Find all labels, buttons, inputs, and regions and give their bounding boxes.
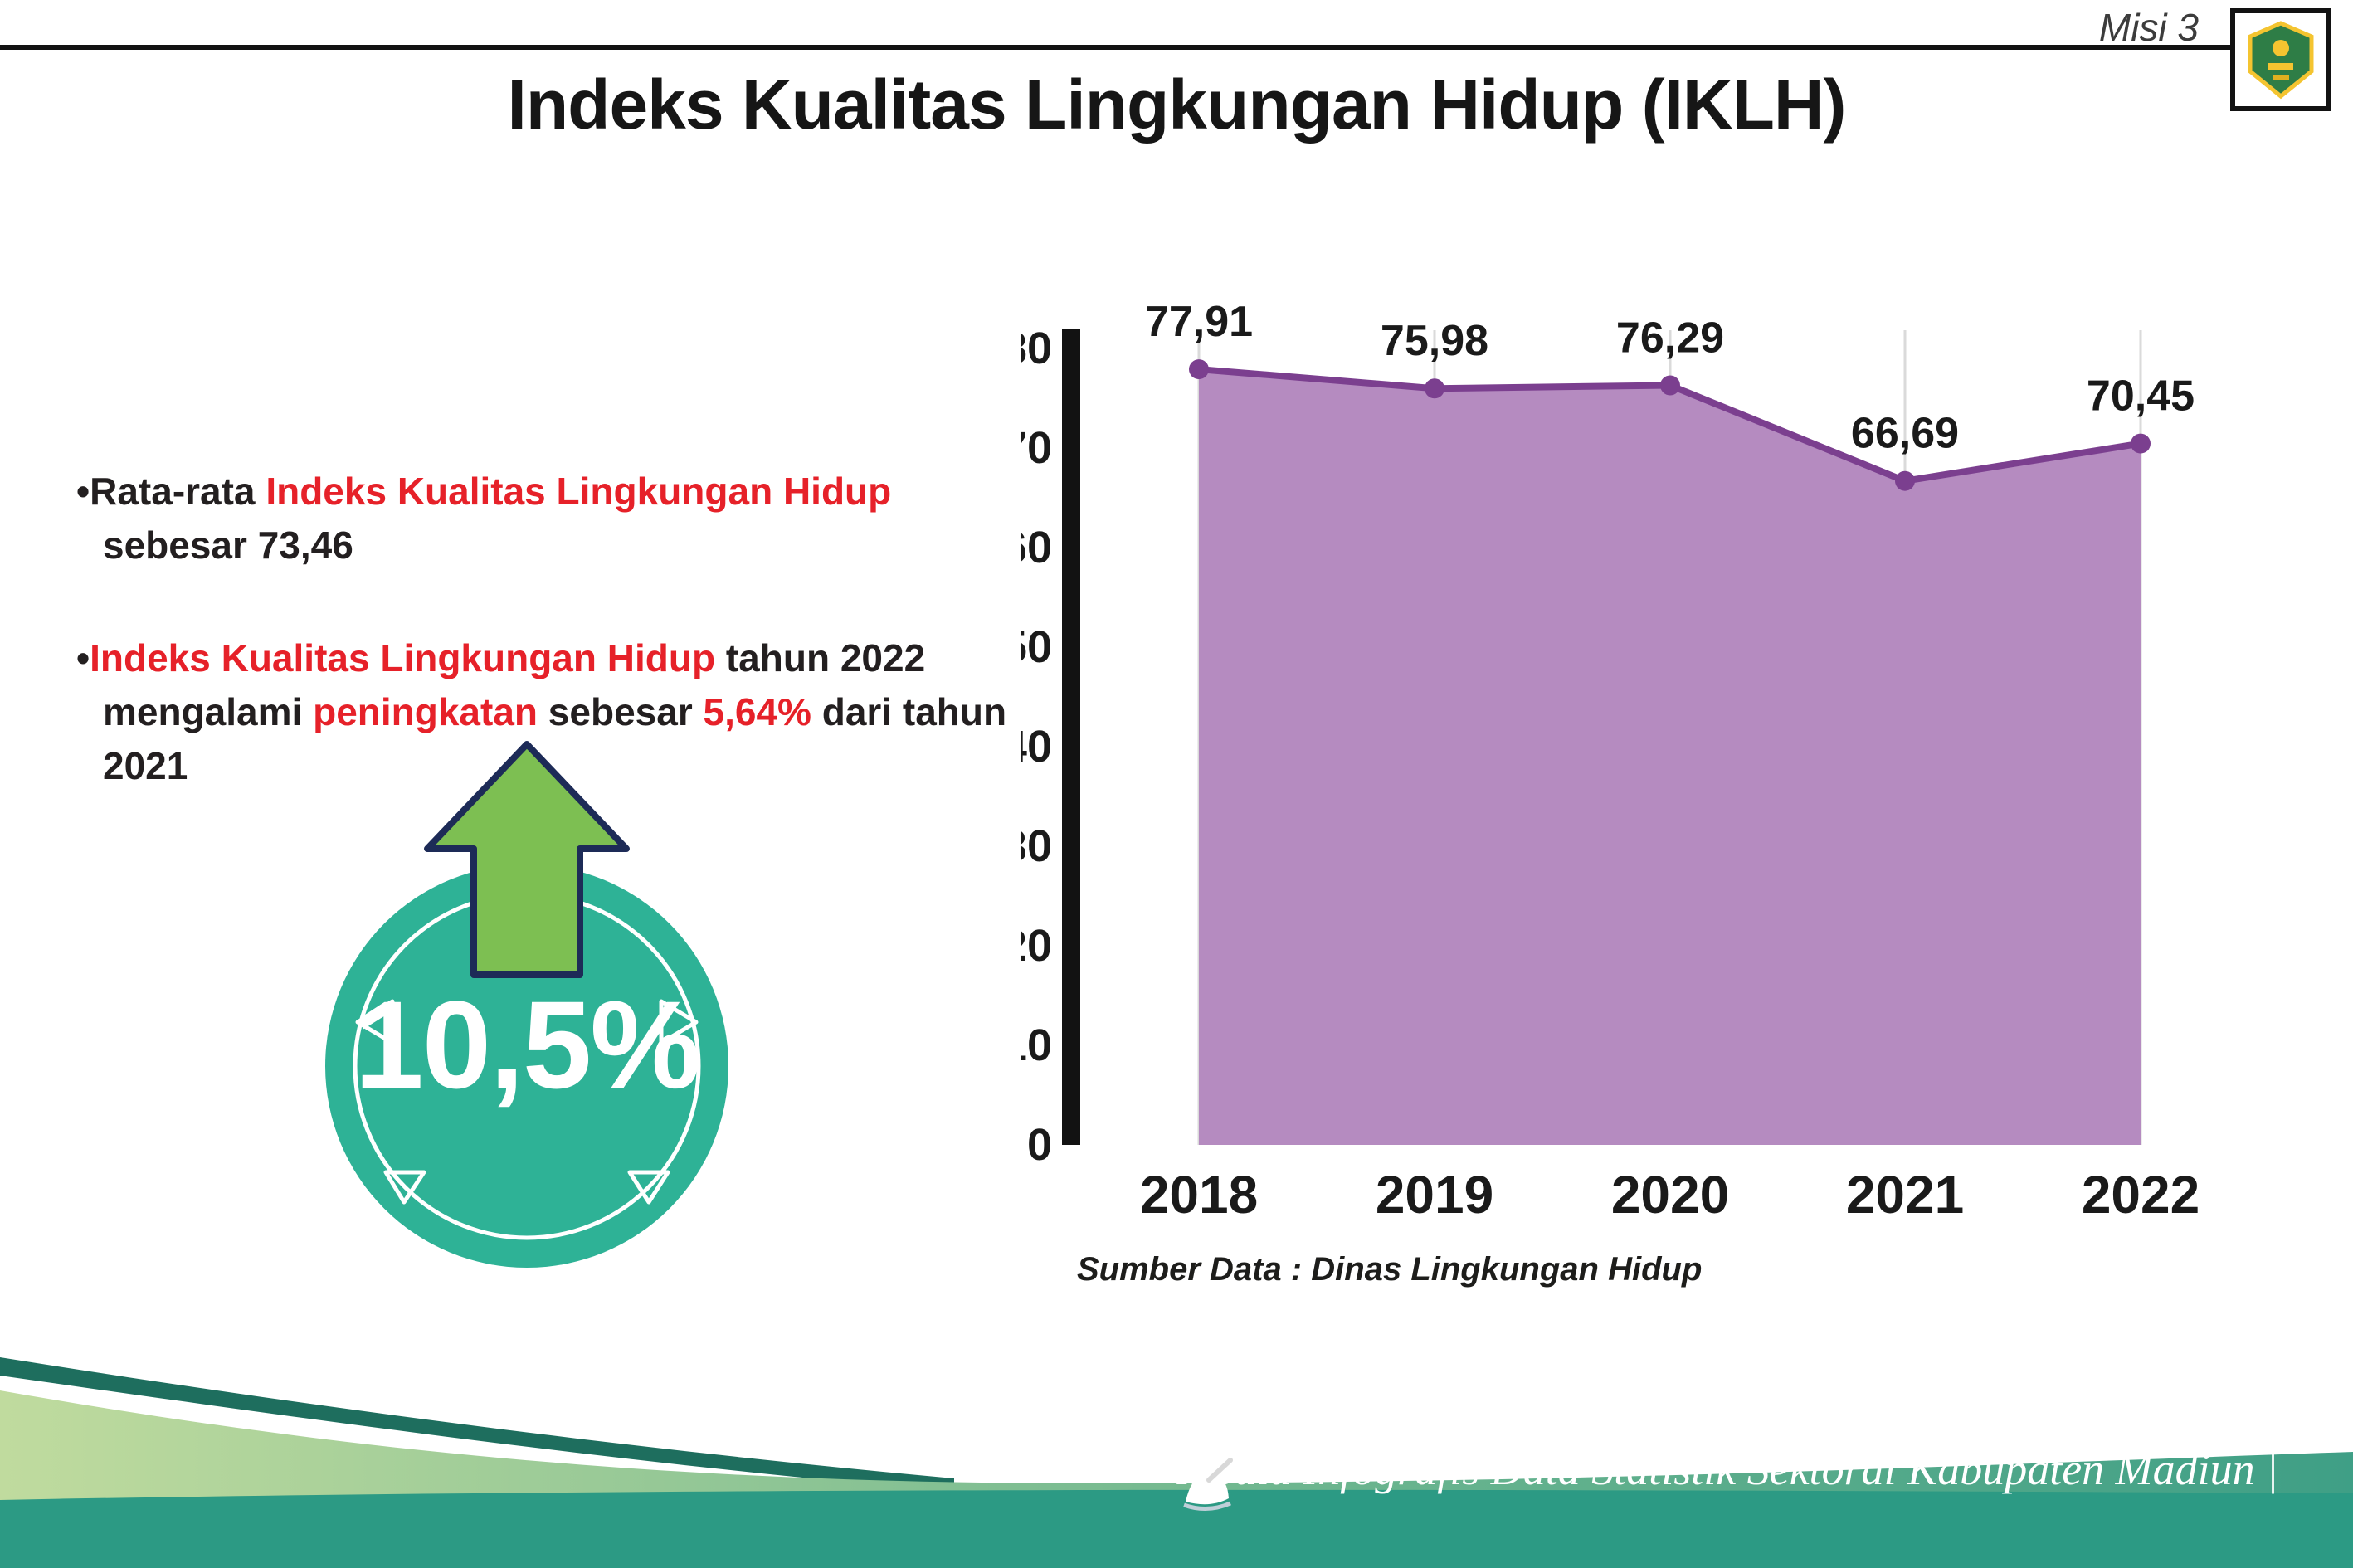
page-title: Indeks Kualitas Lingkungan Hidup (IKLH)	[507, 66, 1846, 144]
shield-icon	[2248, 21, 2314, 100]
footer-band	[0, 1489, 2353, 1568]
svg-text:0: 0	[1027, 1120, 1052, 1170]
footer-wave-graphic	[0, 1357, 2353, 1568]
bullet-text: tahun 2022 mengalami	[103, 635, 926, 733]
increase-badge: 10,5%	[319, 734, 751, 1282]
decorative-triangle-icon	[627, 1170, 670, 1205]
svg-text:75,98: 75,98	[1381, 317, 1488, 365]
svg-text:60: 60	[1021, 523, 1052, 572]
bullet-highlight: peningkatan	[313, 689, 538, 733]
badge-graphic	[325, 741, 728, 1268]
iklh-area-chart: 77,91 75,98 76,29 66,69 70,45 0 10 20 30 40 50 60 70…	[1002, 274, 2315, 1253]
footer-caption: Media Infografis Data Statistik Sektoral…	[1176, 1444, 2278, 1511]
svg-text:76,29: 76,29	[1616, 314, 1724, 363]
svg-text:70: 70	[1021, 423, 1052, 473]
misi-label: Misi 3	[2098, 6, 2199, 49]
svg-text:80: 80	[1021, 324, 1052, 373]
bullet-text: dari tahun 2021	[103, 689, 1007, 788]
svg-text:2021: 2021	[1846, 1165, 1964, 1225]
bullet-text: sebesar 73,46	[103, 523, 353, 567]
bullet-text: sebesar	[538, 689, 704, 733]
svg-text:2018: 2018	[1140, 1165, 1258, 1225]
svg-text:66,69: 66,69	[1851, 410, 1959, 458]
bullet-text: Rata-rata	[90, 470, 266, 513]
header-divider	[0, 45, 2234, 50]
key-points: •Rata-rata Indeks Kualitas Lingkungan Hi…	[76, 465, 1014, 852]
kabupaten-madiun-logo	[2230, 8, 2331, 111]
decorative-triangle-icon	[383, 1170, 426, 1205]
decorative-triangle-icon	[659, 999, 699, 1045]
badge-circle	[325, 864, 728, 1268]
svg-text:40: 40	[1021, 722, 1052, 772]
svg-text:50: 50	[1021, 622, 1052, 672]
svg-text:30: 30	[1021, 821, 1052, 871]
svg-text:10: 10	[1021, 1020, 1052, 1070]
increase-percentage: 10,5%	[354, 975, 700, 1114]
bullet-increase-2022: •Indeks Kualitas Lingkungan Hidup tahun …	[76, 635, 1007, 788]
svg-text:77,91: 77,91	[1145, 298, 1253, 346]
svg-text:2022: 2022	[2082, 1165, 2200, 1225]
decorative-triangle-icon	[355, 999, 395, 1045]
bullet-highlight: Indeks Kualitas Lingkungan Hidup	[266, 470, 892, 513]
up-arrow-icon	[424, 741, 630, 978]
writer-mascot-icon	[1182, 1446, 1233, 1511]
svg-text:70,45: 70,45	[2087, 373, 2195, 421]
bullet-average-iklh: •Rata-rata Indeks Kualitas Lingkungan Hi…	[76, 470, 892, 567]
svg-text:2019: 2019	[1376, 1165, 1493, 1225]
footer: Media Infografis Data Statistik Sektoral…	[0, 1286, 2353, 1568]
svg-text:2020: 2020	[1611, 1165, 1729, 1225]
footer-wave-crest	[0, 1357, 954, 1492]
bullet-highlight: Indeks Kualitas Lingkungan Hidup	[90, 635, 716, 679]
data-source-note: Sumber Data : Dinas Lingkungan Hidup	[1077, 1251, 1703, 1288]
bullet-highlight: 5,64%	[703, 689, 811, 733]
footer-text: Media Infografis Data Statistik Sektoral…	[1176, 1444, 2278, 1494]
svg-text:20: 20	[1021, 921, 1052, 971]
